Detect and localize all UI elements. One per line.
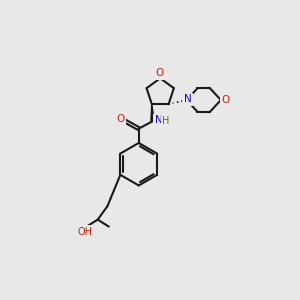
Text: O: O xyxy=(117,114,125,124)
Text: O: O xyxy=(155,68,163,78)
Text: N: N xyxy=(155,115,163,125)
Text: OH: OH xyxy=(77,227,92,237)
Polygon shape xyxy=(151,104,154,121)
Text: O: O xyxy=(221,95,230,105)
Text: N: N xyxy=(184,94,192,104)
Text: H: H xyxy=(162,116,170,126)
